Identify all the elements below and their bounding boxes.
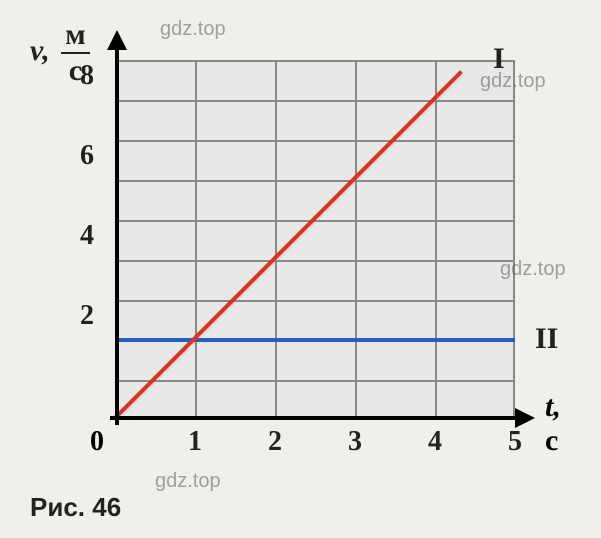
chart-plot-area: 0 1 2 3 4 5 2 4 6 8 t, с I II bbox=[115, 60, 515, 420]
watermark: gdz.top bbox=[155, 470, 221, 493]
x-tick-label: 1 bbox=[188, 426, 202, 458]
y-tick-label: 2 bbox=[80, 300, 94, 332]
x-axis-label: t, с bbox=[545, 390, 561, 458]
grid-line-horizontal bbox=[115, 140, 515, 142]
grid-line-vertical bbox=[513, 60, 515, 420]
grid-line-vertical bbox=[355, 60, 357, 420]
grid-line-horizontal bbox=[115, 100, 515, 102]
x-axis-arrow-icon bbox=[515, 408, 535, 428]
grid-line-horizontal bbox=[115, 60, 515, 62]
y-axis-unit-num: м bbox=[61, 18, 89, 54]
watermark: gdz.top bbox=[500, 258, 566, 281]
grid-line-horizontal bbox=[115, 380, 515, 382]
chart-grid-background bbox=[115, 60, 515, 420]
x-tick-label: 3 bbox=[348, 426, 362, 458]
chart-container: v, м с 0 1 2 3 4 5 2 bbox=[0, 0, 601, 538]
x-tick-label: 5 bbox=[508, 426, 522, 458]
grid-line-horizontal bbox=[115, 180, 515, 182]
grid-line-vertical bbox=[275, 60, 277, 420]
y-axis-var: v bbox=[30, 34, 42, 67]
y-tick-label: 6 bbox=[80, 140, 94, 172]
series-line-II bbox=[115, 338, 515, 342]
y-axis bbox=[115, 45, 119, 425]
grid-line-vertical bbox=[195, 60, 197, 420]
grid-line-vertical bbox=[435, 60, 437, 420]
series-label-II: II bbox=[535, 322, 558, 356]
y-tick-label: 8 bbox=[80, 60, 94, 92]
grid-line-horizontal bbox=[115, 300, 515, 302]
watermark: gdz.top bbox=[160, 18, 226, 41]
y-axis-arrow-icon bbox=[107, 30, 127, 50]
grid-line-horizontal bbox=[115, 260, 515, 262]
origin-label: 0 bbox=[90, 426, 104, 458]
x-tick-label: 2 bbox=[268, 426, 282, 458]
x-tick-label: 4 bbox=[428, 426, 442, 458]
x-axis-unit: с bbox=[545, 424, 558, 457]
figure-caption: Рис. 46 bbox=[30, 492, 121, 523]
x-axis bbox=[110, 416, 530, 420]
y-tick-label: 4 bbox=[80, 220, 94, 252]
watermark: gdz.top bbox=[480, 70, 546, 93]
x-axis-var: t bbox=[545, 390, 553, 423]
